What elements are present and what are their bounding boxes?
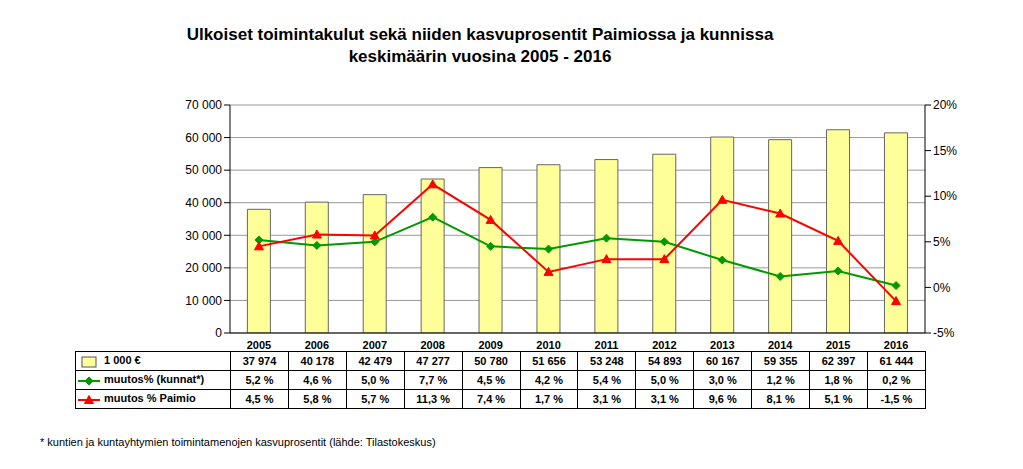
html-text:muutos% (kunnat*): muutos% (kunnat*) bbox=[104, 373, 205, 386]
html-text:3,1 %: 3,1 % bbox=[592, 393, 621, 405]
html-text:11,3 %: 11,3 % bbox=[416, 393, 450, 405]
svg-text:2012: 2012 bbox=[652, 339, 676, 351]
svg-text:50 000: 50 000 bbox=[185, 163, 222, 177]
html-text:51 656: 51 656 bbox=[532, 355, 566, 367]
html-text:61 444: 61 444 bbox=[879, 355, 914, 367]
html-text:37 974: 37 974 bbox=[242, 355, 277, 367]
svg-text:2015: 2015 bbox=[826, 339, 850, 351]
svg-text:2014: 2014 bbox=[768, 339, 793, 351]
html-text:62 397: 62 397 bbox=[821, 355, 856, 367]
html-text:40 178: 40 178 bbox=[300, 355, 335, 367]
html-text:53 248: 53 248 bbox=[590, 355, 624, 367]
html-text:3,1 %: 3,1 % bbox=[650, 393, 679, 405]
svg-text:2009: 2009 bbox=[478, 339, 502, 351]
html-text:* kuntien ja kuntayhtymien toi: * kuntien ja kuntayhtymien toimintamenoj… bbox=[40, 436, 436, 448]
html-text:1,7 %: 1,7 % bbox=[534, 393, 563, 405]
html-text:50 780: 50 780 bbox=[474, 355, 508, 367]
html-text:5,8 %: 5,8 % bbox=[303, 393, 332, 405]
svg-text:0: 0 bbox=[215, 326, 222, 340]
svg-text:15%: 15% bbox=[933, 144, 957, 158]
html-text:4,2 %: 4,2 % bbox=[534, 374, 563, 386]
html-text:4,5 %: 4,5 % bbox=[245, 393, 274, 405]
svg-text:40 000: 40 000 bbox=[185, 196, 222, 210]
html-text:5,0 %: 5,0 % bbox=[361, 374, 390, 386]
html-text:Ulkoiset toimintakulut sekä ni: Ulkoiset toimintakulut sekä niiden kasvu… bbox=[186, 25, 774, 66]
svg-text:2013: 2013 bbox=[710, 339, 734, 351]
svg-text:-5%: -5% bbox=[933, 326, 955, 340]
svg-text:30 000: 30 000 bbox=[185, 229, 222, 243]
svg-text:2010: 2010 bbox=[536, 339, 560, 351]
html-text:4,6 %: 4,6 % bbox=[303, 374, 332, 386]
html-text:5,2 %: 5,2 % bbox=[245, 374, 274, 386]
html-text:7,4 %: 7,4 % bbox=[477, 393, 506, 405]
html-text:8,1 %: 8,1 % bbox=[766, 393, 795, 405]
html-text:59 355: 59 355 bbox=[763, 355, 798, 367]
html-text:5,7 %: 5,7 % bbox=[361, 393, 390, 405]
svg-text:0%: 0% bbox=[933, 281, 951, 295]
svg-text:2008: 2008 bbox=[420, 339, 444, 351]
html-text:1 000 €: 1 000 € bbox=[104, 354, 141, 367]
html-text:60 167: 60 167 bbox=[705, 355, 740, 367]
svg-text:5%: 5% bbox=[933, 235, 951, 249]
html-text:7,7 %: 7,7 % bbox=[419, 374, 448, 386]
html-text:9,6 %: 9,6 % bbox=[708, 393, 737, 405]
html-text:1,2 %: 1,2 % bbox=[766, 374, 795, 386]
html-text:3,0 %: 3,0 % bbox=[708, 374, 737, 386]
svg-text:2016: 2016 bbox=[884, 339, 908, 351]
html-text:0,2 %: 0,2 % bbox=[882, 374, 911, 386]
html-text:42 479: 42 479 bbox=[358, 355, 393, 367]
svg-text:20 000: 20 000 bbox=[185, 261, 222, 275]
svg-text:10 000: 10 000 bbox=[185, 294, 222, 308]
html-text:5,1 %: 5,1 % bbox=[824, 393, 853, 405]
svg-text:10%: 10% bbox=[933, 189, 957, 203]
svg-text:2005: 2005 bbox=[247, 339, 271, 351]
html-text:5,0 %: 5,0 % bbox=[650, 374, 679, 386]
html-text:47 277: 47 277 bbox=[416, 355, 450, 367]
svg-text:20%: 20% bbox=[933, 98, 957, 112]
svg-text:2007: 2007 bbox=[363, 339, 387, 351]
svg-text:60 000: 60 000 bbox=[185, 131, 222, 145]
svg-text:70 000: 70 000 bbox=[185, 98, 222, 112]
svg-text:2006: 2006 bbox=[305, 339, 329, 351]
svg-text:2011: 2011 bbox=[595, 339, 619, 351]
html-text:4,5 %: 4,5 % bbox=[477, 374, 506, 386]
html-text:muutos % Paimio: muutos % Paimio bbox=[104, 392, 196, 405]
html-text:54 893: 54 893 bbox=[648, 355, 682, 367]
html-text:-1,5 %: -1,5 % bbox=[880, 393, 913, 405]
html-text:1,8 %: 1,8 % bbox=[824, 374, 853, 386]
html-text:5,4 %: 5,4 % bbox=[592, 374, 621, 386]
